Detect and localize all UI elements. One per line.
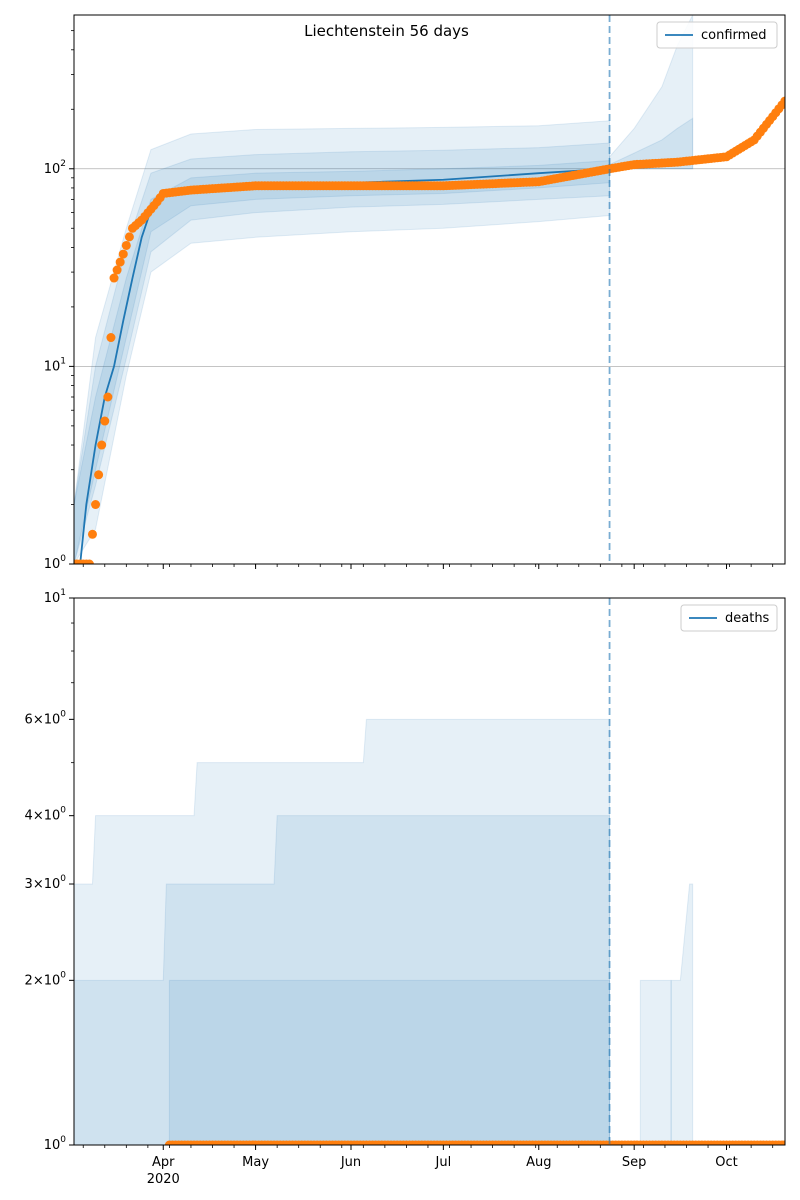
x-tick-label: May (242, 1155, 269, 1170)
deaths-panel: 100 2×100 3×100 4×100 6×100 101 Apr 2020 May Jun J… (25, 588, 786, 1187)
data-point (87, 529, 97, 539)
data-point (780, 96, 785, 106)
y-tick-label: 4×100 (25, 805, 67, 823)
x-tick-year-label: 2020 (147, 1172, 180, 1187)
plot-area (74, 15, 785, 564)
y-tick-label: 101 (44, 588, 66, 606)
legend-label: deaths (725, 611, 770, 626)
y-tick-label: 101 (44, 356, 66, 374)
y-tick-label: 100 (44, 1135, 67, 1153)
data-point (91, 500, 101, 510)
uncertainty-band (670, 883, 694, 1145)
uncertainty-band (74, 815, 611, 1145)
uncertainty-band (168, 979, 611, 1145)
legend: deaths (680, 604, 778, 632)
data-point (106, 333, 116, 343)
x-tick-label: Apr (152, 1155, 175, 1170)
y-tick-label: 3×100 (25, 874, 67, 892)
data-point (109, 273, 119, 283)
legend-box (656, 21, 778, 49)
data-point (780, 1140, 785, 1145)
uncertainty-band (74, 718, 611, 1145)
legend-label: confirmed (701, 28, 767, 43)
x-tick-label: Oct (715, 1155, 737, 1170)
legend-box (680, 604, 778, 632)
uncertainty-band (639, 979, 672, 1145)
y-tick-label: 6×100 (25, 709, 67, 727)
data-point (103, 392, 113, 402)
x-tick-label: Aug (526, 1155, 551, 1170)
chart-title: Liechtenstein 56 days (304, 22, 469, 40)
data-point (97, 440, 107, 450)
data-point (112, 265, 122, 275)
x-tick-label: Sep (622, 1155, 647, 1170)
x-tick-label: Jul (435, 1155, 452, 1170)
data-point (124, 232, 134, 242)
confirmed-panel: 100 101 102 Liechtenstein 56 days confirmed (44, 14, 786, 572)
y-tick-label: 102 (44, 158, 66, 176)
series-line-confirmed (79, 167, 610, 564)
data-point (94, 470, 104, 480)
data-point (121, 240, 131, 250)
axes-frame (73, 597, 786, 1146)
plot-area (74, 598, 785, 1145)
y-tick-label: 100 (44, 554, 67, 572)
data-point (84, 559, 94, 564)
data-point (100, 416, 110, 426)
y-tick-label: 2×100 (25, 970, 67, 988)
legend: confirmed (656, 21, 778, 49)
data-point (118, 249, 128, 259)
data-point (115, 257, 125, 267)
axes-frame (73, 14, 786, 565)
x-tick-label: Jun (340, 1155, 361, 1170)
